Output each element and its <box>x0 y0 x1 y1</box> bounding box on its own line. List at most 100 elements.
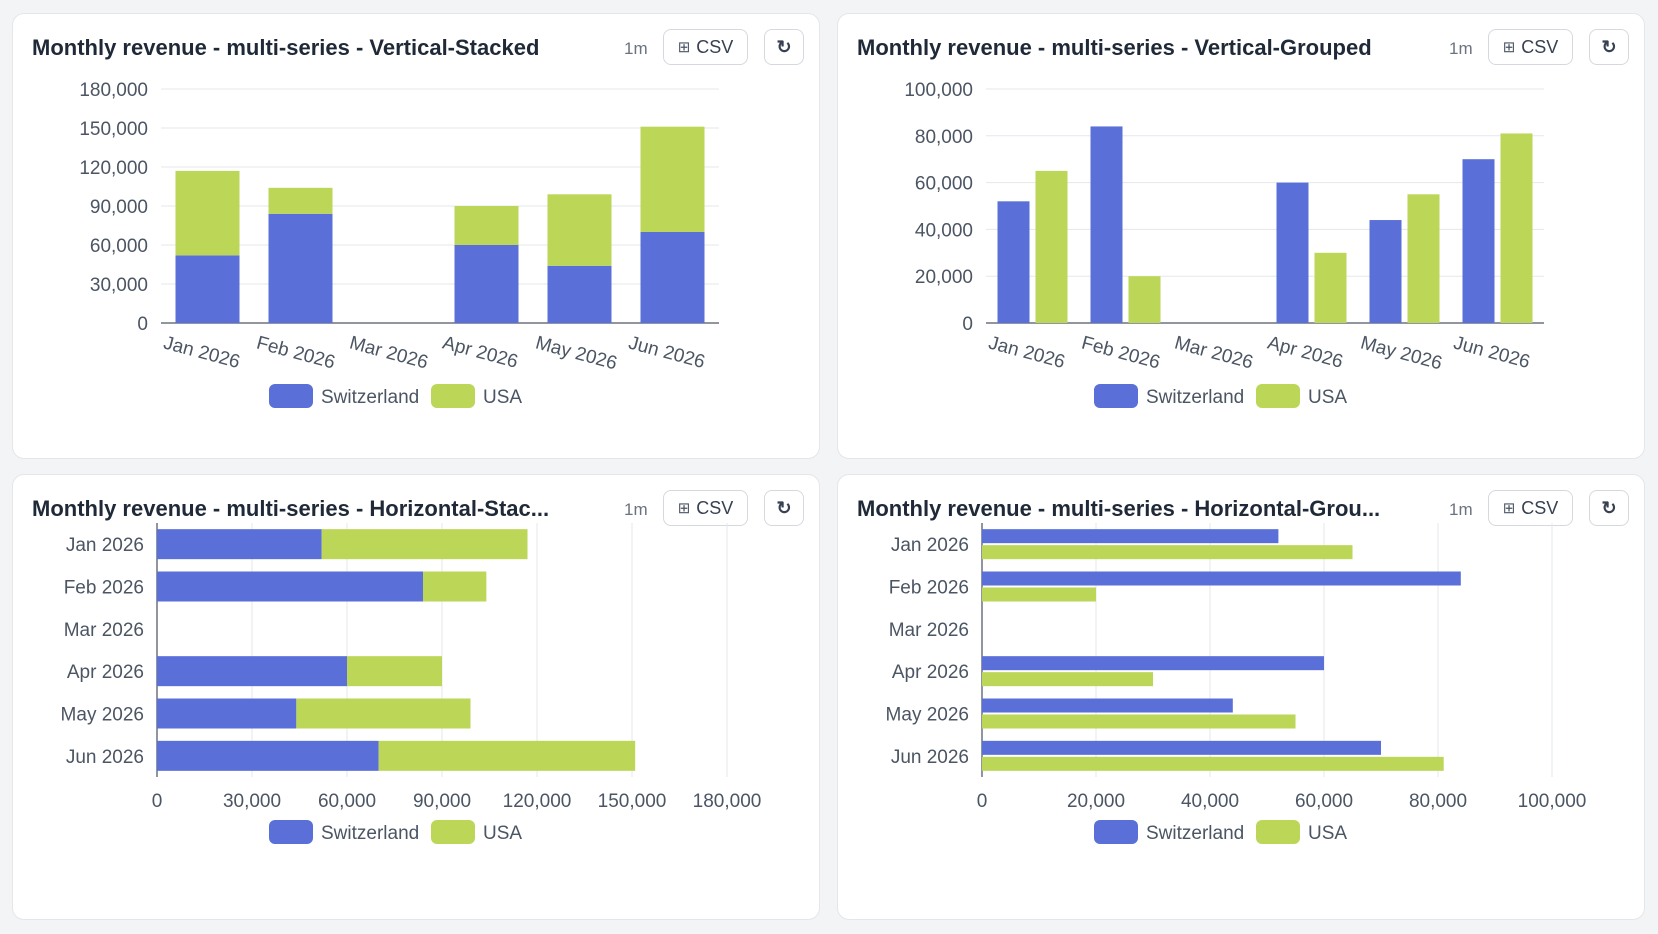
bar-switzerland <box>175 255 240 323</box>
y-tick-label: 0 <box>137 314 148 335</box>
bar-usa <box>1500 133 1533 323</box>
table-grid-icon: ⊞ <box>1502 500 1516 517</box>
last-updated-label: 1m <box>1449 39 1473 58</box>
bar-usa <box>175 170 240 256</box>
legend-label-usa: USA <box>483 823 522 844</box>
y-tick-label: 0 <box>962 314 973 335</box>
bar-switzerland <box>157 571 423 602</box>
y-tick-label: May 2026 <box>886 705 969 726</box>
x-tick-label: Apr 2026 <box>440 333 520 373</box>
chart-card-vertical-grouped: Monthly revenue - multi-series - Vertica… <box>837 13 1645 459</box>
x-tick-label: May 2026 <box>1358 333 1444 375</box>
refresh-button[interactable]: ↻ <box>764 29 804 65</box>
legend-label-switzerland: Switzerland <box>321 823 419 844</box>
x-tick-label: 0 <box>977 791 988 812</box>
y-tick-label: May 2026 <box>61 705 144 726</box>
y-tick-label: 20,000 <box>915 267 973 288</box>
chart-card-horizontal-grouped: Monthly revenue - multi-series - Horizon… <box>837 474 1645 920</box>
csv-button-label: CSV <box>1521 36 1559 57</box>
csv-export-button[interactable]: ⊞ CSV <box>1488 29 1573 65</box>
y-tick-label: 180,000 <box>79 80 148 101</box>
legend-label-switzerland: Switzerland <box>321 387 419 408</box>
legend-label-usa: USA <box>1308 387 1347 408</box>
bar-usa <box>1035 170 1068 323</box>
bar-usa <box>454 206 519 245</box>
bar-usa <box>296 698 471 729</box>
bar-switzerland <box>982 740 1381 755</box>
csv-export-button[interactable]: ⊞ CSV <box>1488 490 1573 526</box>
legend-label-usa: USA <box>483 387 522 408</box>
x-tick-label: Jun 2026 <box>626 333 707 374</box>
refresh-icon: ↻ <box>776 36 792 57</box>
y-tick-label: 30,000 <box>90 275 148 296</box>
bar-switzerland <box>454 245 519 323</box>
legend-swatch-switzerland <box>1094 820 1138 844</box>
y-tick-label: Apr 2026 <box>892 662 969 683</box>
x-tick-label: 30,000 <box>223 791 281 812</box>
bar-switzerland <box>982 571 1461 586</box>
x-tick-label: 180,000 <box>693 791 762 812</box>
legend-swatch-usa <box>1256 384 1300 408</box>
chart-card-vertical-stacked: Monthly revenue - multi-series - Vertica… <box>12 13 820 459</box>
y-tick-label: 40,000 <box>915 220 973 241</box>
bar-usa <box>982 714 1296 729</box>
x-tick-label: Jun 2026 <box>1451 333 1532 374</box>
y-tick-label: Jan 2026 <box>66 535 144 556</box>
last-updated-label: 1m <box>624 39 648 58</box>
x-tick-label: Jan 2026 <box>986 333 1067 374</box>
bar-usa <box>982 756 1444 771</box>
x-tick-label: Apr 2026 <box>1265 333 1345 373</box>
bar-switzerland <box>157 698 297 729</box>
refresh-button[interactable]: ↻ <box>1589 490 1629 526</box>
x-tick-label: 80,000 <box>1409 791 1467 812</box>
legend-swatch-switzerland <box>269 820 313 844</box>
legend-label-switzerland: Switzerland <box>1146 823 1244 844</box>
bar-usa <box>982 545 1353 560</box>
bar-switzerland <box>997 201 1030 323</box>
x-tick-label: 90,000 <box>413 791 471 812</box>
bar-switzerland <box>982 529 1279 544</box>
x-tick-label: 0 <box>152 791 163 812</box>
bar-switzerland <box>1369 220 1402 323</box>
legend-label-usa: USA <box>1308 823 1347 844</box>
x-tick-label: 100,000 <box>1518 791 1587 812</box>
bar-usa <box>321 529 528 560</box>
bar-switzerland <box>547 265 612 323</box>
refresh-button[interactable]: ↻ <box>764 490 804 526</box>
last-updated-label: 1m <box>1449 500 1473 519</box>
bar-switzerland <box>157 529 322 560</box>
y-tick-label: Mar 2026 <box>64 620 144 641</box>
bar-usa <box>1128 276 1161 323</box>
x-tick-label: 60,000 <box>1295 791 1353 812</box>
vertical-grouped-bar-chart: 0 20,000 40,000 60,000 80,000 100,000 Jan 2026… <box>904 80 1544 408</box>
x-tick-label: Mar 2026 <box>1172 333 1255 374</box>
bar-usa <box>982 672 1153 687</box>
x-tick-label: 20,000 <box>1067 791 1125 812</box>
bar-usa <box>982 587 1096 602</box>
refresh-button[interactable]: ↻ <box>1589 29 1629 65</box>
csv-export-button[interactable]: ⊞ CSV <box>663 29 748 65</box>
y-tick-label: 90,000 <box>90 197 148 218</box>
x-tick-label: 150,000 <box>598 791 667 812</box>
y-tick-label: 60,000 <box>915 174 973 195</box>
bar-usa <box>347 656 442 687</box>
legend-swatch-switzerland <box>1094 384 1138 408</box>
y-tick-label: Apr 2026 <box>67 662 144 683</box>
x-tick-label: May 2026 <box>533 333 619 375</box>
legend-swatch-switzerland <box>269 384 313 408</box>
legend-label-switzerland: Switzerland <box>1146 387 1244 408</box>
table-grid-icon: ⊞ <box>677 500 691 517</box>
y-tick-label: Jan 2026 <box>891 535 969 556</box>
csv-button-label: CSV <box>696 497 734 518</box>
bar-usa <box>423 571 487 602</box>
y-tick-label: 60,000 <box>90 236 148 257</box>
bar-switzerland <box>268 213 333 323</box>
y-tick-label: Jun 2026 <box>891 747 969 768</box>
refresh-icon: ↻ <box>776 497 792 518</box>
csv-button-label: CSV <box>696 36 734 57</box>
last-updated-label: 1m <box>624 500 648 519</box>
x-tick-label: 40,000 <box>1181 791 1239 812</box>
csv-button-label: CSV <box>1521 497 1559 518</box>
bar-usa <box>1314 252 1347 323</box>
csv-export-button[interactable]: ⊞ CSV <box>663 490 748 526</box>
